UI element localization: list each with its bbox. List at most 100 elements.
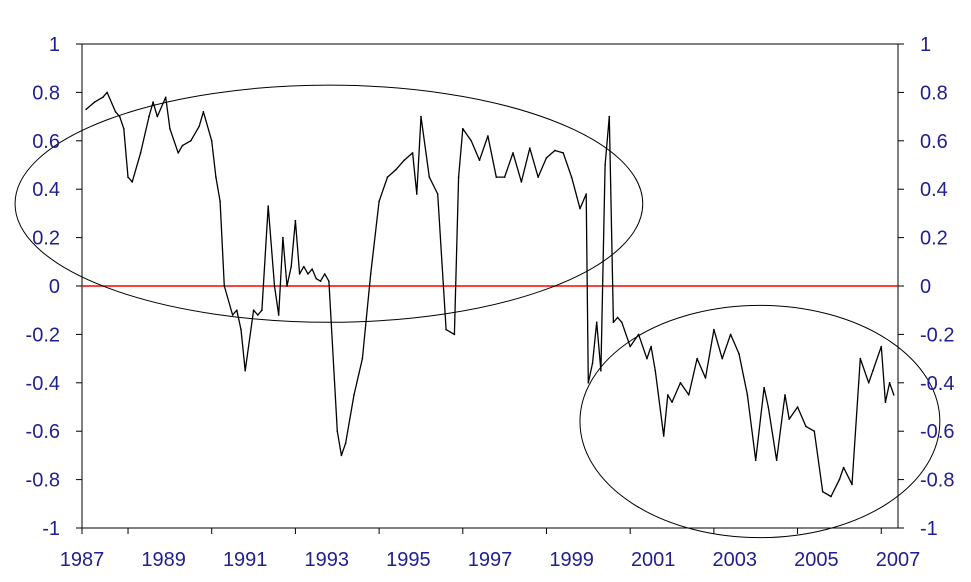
data-point	[545, 156, 548, 159]
data-point	[256, 314, 259, 316]
data-point	[528, 147, 531, 149]
left-tick-label: 0.6	[32, 131, 60, 153]
left-tick-label: 0.2	[32, 228, 60, 250]
data-point	[585, 193, 588, 195]
data-point	[319, 280, 322, 282]
data-point	[608, 115, 611, 118]
data-point	[721, 357, 724, 360]
upper-highlight-ellipse	[14, 84, 644, 323]
data-point	[340, 454, 343, 457]
data-point	[767, 406, 770, 408]
x-tick-label: 2005	[794, 549, 839, 571]
data-point	[600, 369, 602, 372]
data-point	[420, 115, 422, 118]
data-point	[219, 200, 221, 203]
data-point	[177, 152, 180, 154]
data-point	[616, 316, 619, 319]
data-point	[746, 394, 749, 396]
data-point	[369, 273, 372, 275]
data-point	[336, 430, 339, 433]
data-point	[415, 193, 418, 195]
right-tick-label: 0	[920, 276, 931, 298]
data-point	[842, 466, 845, 469]
data-point	[763, 386, 765, 389]
data-point	[662, 435, 665, 437]
data-point	[123, 127, 125, 130]
data-point	[495, 176, 498, 178]
data-point	[93, 101, 96, 103]
data-point	[267, 205, 270, 207]
data-point	[114, 110, 117, 113]
data-point	[621, 321, 623, 324]
data-point	[872, 369, 874, 372]
right-tick-label: 0.4	[920, 179, 948, 201]
data-point	[118, 115, 121, 118]
data-point	[884, 401, 887, 403]
data-point	[202, 110, 205, 113]
data-point	[457, 176, 460, 178]
left-tick-label: -0.4	[26, 373, 60, 395]
data-point	[85, 108, 87, 111]
data-point	[411, 152, 414, 154]
data-point	[637, 333, 640, 336]
x-tick-label: 2001	[631, 549, 676, 571]
data-point	[667, 394, 669, 396]
right-tick-label: -0.8	[920, 470, 954, 492]
data-point	[252, 309, 255, 312]
data-point	[654, 369, 657, 372]
data-point	[190, 140, 192, 142]
data-point	[888, 382, 891, 384]
data-point	[646, 357, 648, 360]
data-point	[859, 357, 862, 360]
data-point	[361, 357, 364, 360]
data-point	[181, 144, 184, 147]
x-tick-label: 1995	[386, 549, 431, 571]
left-tick-label: -0.2	[26, 324, 60, 346]
data-point	[805, 425, 807, 428]
data-point	[851, 483, 853, 486]
data-point	[687, 394, 690, 396]
data-point	[323, 273, 326, 275]
data-point	[236, 309, 238, 312]
series-line	[85, 91, 895, 498]
data-point	[277, 314, 280, 316]
left-tick-label: 0.4	[32, 179, 60, 201]
data-point	[386, 176, 389, 178]
data-point	[562, 152, 565, 154]
left-tick-label: 0	[49, 276, 60, 298]
data-point	[445, 328, 447, 331]
data-point	[738, 352, 740, 355]
data-point	[487, 135, 489, 137]
data-point	[302, 265, 305, 268]
data-point	[775, 459, 778, 462]
right-tick-label: -0.6	[920, 421, 954, 443]
data-point	[591, 362, 594, 365]
data-point	[152, 101, 154, 103]
data-point	[273, 285, 276, 287]
data-point	[344, 442, 347, 445]
data-point	[198, 125, 200, 128]
data-point	[395, 169, 397, 171]
data-point	[294, 219, 297, 222]
data-point	[867, 382, 870, 384]
data-point	[261, 309, 263, 312]
data-point	[821, 490, 824, 493]
data-point	[830, 495, 832, 498]
data-point	[554, 149, 556, 152]
data-point	[478, 159, 481, 161]
x-tick-label: 1997	[468, 549, 513, 571]
x-tick-label: 1991	[223, 549, 268, 571]
x-tick-label: 2003	[713, 549, 758, 571]
data-point	[403, 159, 406, 161]
data-point	[290, 265, 293, 268]
data-point	[328, 280, 330, 282]
data-point	[729, 333, 732, 336]
data-point	[223, 285, 226, 287]
data-point	[679, 382, 682, 384]
data-point	[102, 96, 104, 99]
data-point	[650, 345, 652, 348]
data-point	[754, 459, 757, 462]
left-tick-label: -0.6	[26, 421, 60, 443]
data-point	[240, 328, 242, 331]
